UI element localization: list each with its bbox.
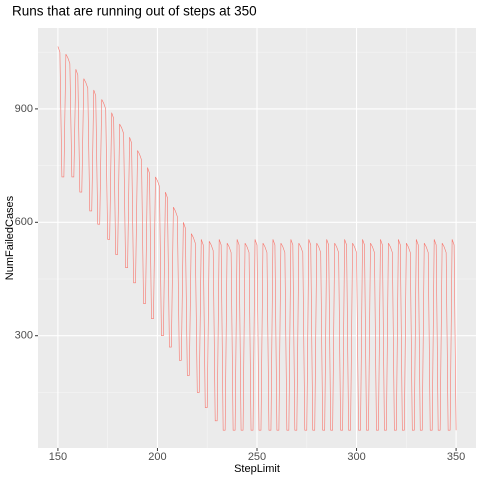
chart-title: Runs that are running out of steps at 35… bbox=[12, 4, 257, 19]
x-tick-label: 350 bbox=[447, 451, 465, 463]
data-line bbox=[57, 46, 457, 431]
x-tick-label: 150 bbox=[49, 451, 67, 463]
y-tick-label: 900 bbox=[15, 103, 33, 115]
x-tick-label: 200 bbox=[148, 451, 166, 463]
y-tick-label: 600 bbox=[15, 216, 33, 228]
x-tick-label: 300 bbox=[347, 451, 365, 463]
x-tick-label: 250 bbox=[248, 451, 266, 463]
y-tick-label: 300 bbox=[15, 330, 33, 342]
x-axis-label: StepLimit bbox=[234, 463, 280, 475]
y-axis-label: NumFailedCases bbox=[4, 195, 16, 280]
